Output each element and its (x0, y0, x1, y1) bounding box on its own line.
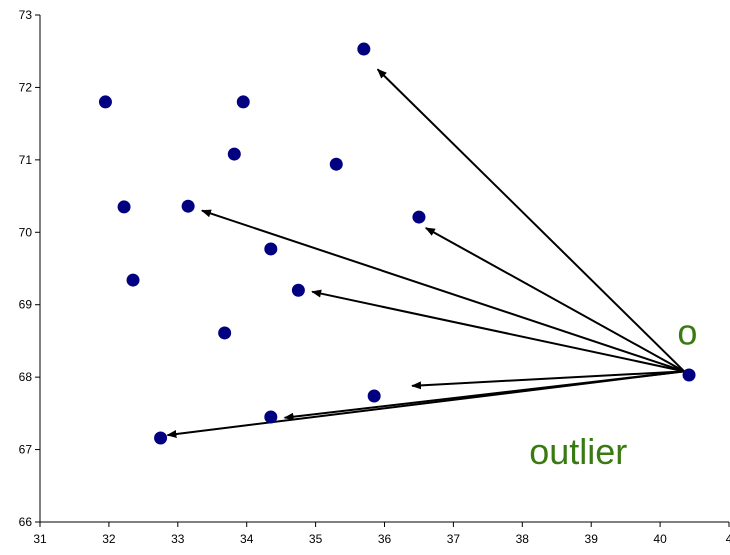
arrow (411, 370, 685, 390)
y-axis-ticks: 66 67 68 69 70 71 72 73 (19, 8, 40, 529)
annotation-label: o (677, 312, 697, 353)
x-tick-label: 33 (171, 532, 185, 546)
data-point (412, 210, 426, 224)
data-point (126, 273, 140, 287)
y-tick-label: 69 (19, 298, 33, 312)
arrow-group (166, 68, 685, 438)
y-tick-label: 71 (19, 153, 33, 167)
x-tick-label: 34 (240, 532, 254, 546)
y-tick-label: 68 (19, 370, 33, 384)
y-tick-label: 67 (19, 443, 33, 457)
data-point (357, 42, 371, 56)
y-tick-label: 66 (19, 515, 33, 529)
x-tick-label: 35 (309, 532, 323, 546)
data-point (154, 431, 168, 445)
x-axis-ticks: 31 32 33 34 35 36 37 38 39 40 4 (33, 522, 730, 546)
y-tick-label: 70 (19, 225, 33, 239)
y-tick-label: 72 (19, 80, 33, 94)
data-point (367, 389, 381, 403)
x-tick-label: 32 (102, 532, 116, 546)
arrow (376, 68, 685, 373)
y-tick-label: 73 (19, 8, 33, 22)
x-tick-label: 36 (378, 532, 392, 546)
data-point (181, 199, 195, 213)
data-point (117, 200, 131, 214)
data-point (291, 283, 305, 297)
data-point (264, 410, 278, 424)
data-point (227, 147, 241, 161)
annotation-label: outlier (529, 431, 627, 472)
arrow (166, 370, 685, 438)
x-tick-label: 40 (653, 532, 667, 546)
x-tick-label: 31 (33, 532, 47, 546)
data-point (218, 326, 232, 340)
arrow (424, 227, 685, 373)
x-tick-label: 37 (447, 532, 461, 546)
x-tick-label: 38 (516, 532, 530, 546)
data-point (682, 368, 696, 382)
arrow (200, 209, 685, 373)
x-tick-label: 4 (726, 532, 730, 546)
arrow (311, 289, 685, 373)
data-point (264, 242, 278, 256)
data-point (98, 95, 112, 109)
annotation-group: o outlier (529, 312, 697, 473)
x-tick-label: 39 (585, 532, 599, 546)
data-point (236, 95, 250, 109)
point-group (98, 42, 696, 445)
data-point (329, 157, 343, 171)
